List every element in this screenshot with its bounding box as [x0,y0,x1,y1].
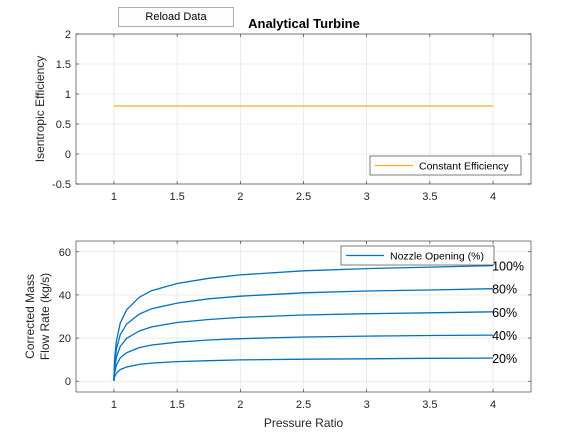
series-end-label: 80% [492,283,517,297]
y-axis-label-line: Corrected Mass [23,274,37,359]
x-tick-label: 2 [237,399,243,411]
y-tick-label: 0 [65,376,71,388]
y-tick-label: 1 [65,89,71,101]
x-tick-label: 1 [111,399,117,411]
x-tick-label: 2 [237,191,243,203]
legend-box [369,155,522,176]
y-axis-label: Isentropic Efficiency [33,56,47,163]
series-line-100pct [113,264,494,381]
legend-box [340,245,495,266]
y-axis-label-line: Flow Rate (kg/s) [38,273,52,360]
y-tick-label: 0 [65,149,71,161]
x-tick-label: 3 [364,399,370,411]
legend-label-constant-efficiency: Constant Efficiency [419,161,509,173]
x-tick-label: 2.5 [296,191,311,203]
x-tick-label: 2.5 [296,399,311,411]
x-tick-label: 1 [111,191,117,203]
y-tick-label: 40 [59,290,71,302]
legend: Nozzle Opening (%) [340,245,495,266]
series-line-40pct [113,334,494,381]
y-tick-label: 0.5 [56,119,71,131]
x-tick-label: 3 [364,191,370,203]
series-end-label: 20% [492,352,517,366]
x-tick-label: 3.5 [422,399,437,411]
y-tick-label: 2 [65,29,71,41]
y-axis-label: Corrected MassFlow Rate (kg/s) [23,273,52,360]
series-line-80pct [113,288,494,381]
y-tick-label: -0.5 [52,179,71,191]
y-tick-label: 20 [59,333,71,345]
x-tick-label: 4 [490,399,496,411]
x-tick-label: 1.5 [169,191,184,203]
series-line-20pct [113,357,494,382]
series-line-60pct [113,311,494,381]
series-end-label: 40% [492,329,517,343]
series-end-label: 100% [492,260,524,274]
y-tick-label: 1.5 [56,59,71,71]
y-tick-label: 60 [59,247,71,259]
series-end-label: 60% [492,306,517,320]
x-axis-label: Pressure Ratio [264,416,344,430]
efficiency-axes: 1 1.5 2 2.5 3 3.5 4 -0.5 0 0.5 1 1.5 2 Analytical Tur… [33,16,532,203]
x-tick-label: 1.5 [169,399,184,411]
x-tick-label: 4 [490,191,496,203]
chart-title: Analytical Turbine [248,16,360,31]
reload-data-button[interactable]: Reload Data [118,7,234,27]
x-tick-label: 3.5 [422,191,437,203]
legend: Constant Efficiency [369,155,522,176]
legend-label-nozzle-opening: Nozzle Opening (%) [390,251,484,263]
